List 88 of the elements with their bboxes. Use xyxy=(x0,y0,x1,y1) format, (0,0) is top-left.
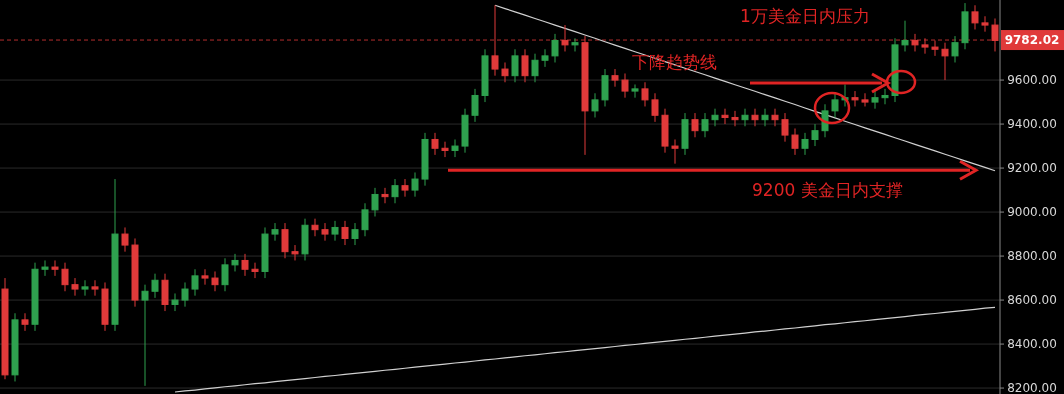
candlestick xyxy=(711,108,719,127)
candlestick xyxy=(311,218,319,237)
candlestick xyxy=(721,108,729,125)
y-tick-label: 9000.00 xyxy=(1007,205,1057,220)
annotation: 1万美金日内压力 xyxy=(740,6,870,26)
candlestick xyxy=(391,178,399,204)
candlestick xyxy=(781,112,789,143)
candlestick xyxy=(821,103,829,138)
candlestick xyxy=(21,312,29,332)
candlestick xyxy=(521,48,529,83)
candlestick xyxy=(861,92,869,107)
candlestick xyxy=(221,257,229,292)
y-tick-label: 8600.00 xyxy=(1007,293,1057,308)
candlestick xyxy=(321,222,329,242)
ref-line-label: 9782.02 xyxy=(1004,33,1060,48)
candlestick xyxy=(81,279,89,297)
candlestick xyxy=(91,279,99,297)
candlestick xyxy=(851,90,859,107)
candlestick xyxy=(771,108,779,127)
candlestick xyxy=(641,81,649,107)
candlestick xyxy=(41,259,49,277)
ref-line-label: 9200 美金日内支撑 xyxy=(752,180,903,201)
candlestick xyxy=(621,72,629,99)
candlestick xyxy=(381,187,389,204)
candlestick xyxy=(901,20,909,52)
candlestick xyxy=(801,132,809,156)
candlestick xyxy=(631,83,639,99)
line-series xyxy=(174,306,996,393)
line-series xyxy=(494,4,996,172)
candlestick xyxy=(871,90,879,110)
candlestick xyxy=(151,273,159,299)
candlestick xyxy=(181,281,189,308)
candlestick xyxy=(271,222,279,242)
candlestick xyxy=(741,108,749,127)
candlestick xyxy=(241,253,249,277)
candlestick xyxy=(551,33,559,63)
y-tick-label: 9400.00 xyxy=(1007,117,1057,132)
candlestick xyxy=(571,37,579,52)
candlestick xyxy=(591,92,599,118)
y-tick-label: 9200.00 xyxy=(1007,161,1057,176)
candlestick xyxy=(141,284,149,387)
candlestick xyxy=(201,268,209,286)
candlestick xyxy=(231,253,239,272)
candlestick xyxy=(811,123,819,147)
candlestick xyxy=(691,112,699,138)
candlestick xyxy=(611,68,619,88)
candlestick xyxy=(401,178,409,198)
y-tick-label: 8800.00 xyxy=(1007,249,1057,264)
candlestick xyxy=(701,112,709,138)
y-tick-label: 8200.00 xyxy=(1007,381,1057,394)
candlestick xyxy=(71,277,79,297)
candlestick xyxy=(981,15,989,33)
candlestick xyxy=(881,88,889,105)
y-tick-label: 8400.00 xyxy=(1007,337,1057,352)
candlestick xyxy=(281,222,289,259)
candlestick xyxy=(371,187,379,217)
candlestick xyxy=(191,268,199,297)
candlestick xyxy=(951,35,959,63)
candlestick xyxy=(431,132,439,156)
candlestick xyxy=(331,220,339,242)
candlestick xyxy=(511,48,519,83)
candlestick xyxy=(971,4,979,30)
candlestick xyxy=(211,270,219,292)
candlestick xyxy=(541,48,549,68)
candlestick xyxy=(61,262,69,292)
candlestick xyxy=(651,92,659,123)
candlestick xyxy=(761,108,769,127)
candlestick xyxy=(731,110,739,127)
candlestick xyxy=(831,92,839,118)
candlestick xyxy=(361,202,369,237)
candlestick xyxy=(531,53,539,83)
candlestick xyxy=(451,138,459,158)
candlestick xyxy=(671,138,679,165)
candlestick xyxy=(501,61,509,83)
candlestick xyxy=(121,226,129,253)
candlestick xyxy=(411,171,419,198)
candlestick xyxy=(941,42,949,81)
y-tick-label: 9600.00 xyxy=(1007,73,1057,88)
candlestick xyxy=(171,292,179,312)
candlestick xyxy=(471,88,479,123)
candlestick xyxy=(341,220,349,246)
candlestick xyxy=(441,141,449,158)
candlestick xyxy=(751,108,759,127)
candlestick xyxy=(51,259,59,277)
candlestick xyxy=(251,262,259,279)
candlestick xyxy=(791,127,799,156)
candlestick xyxy=(351,222,359,246)
candlestick xyxy=(291,244,299,261)
